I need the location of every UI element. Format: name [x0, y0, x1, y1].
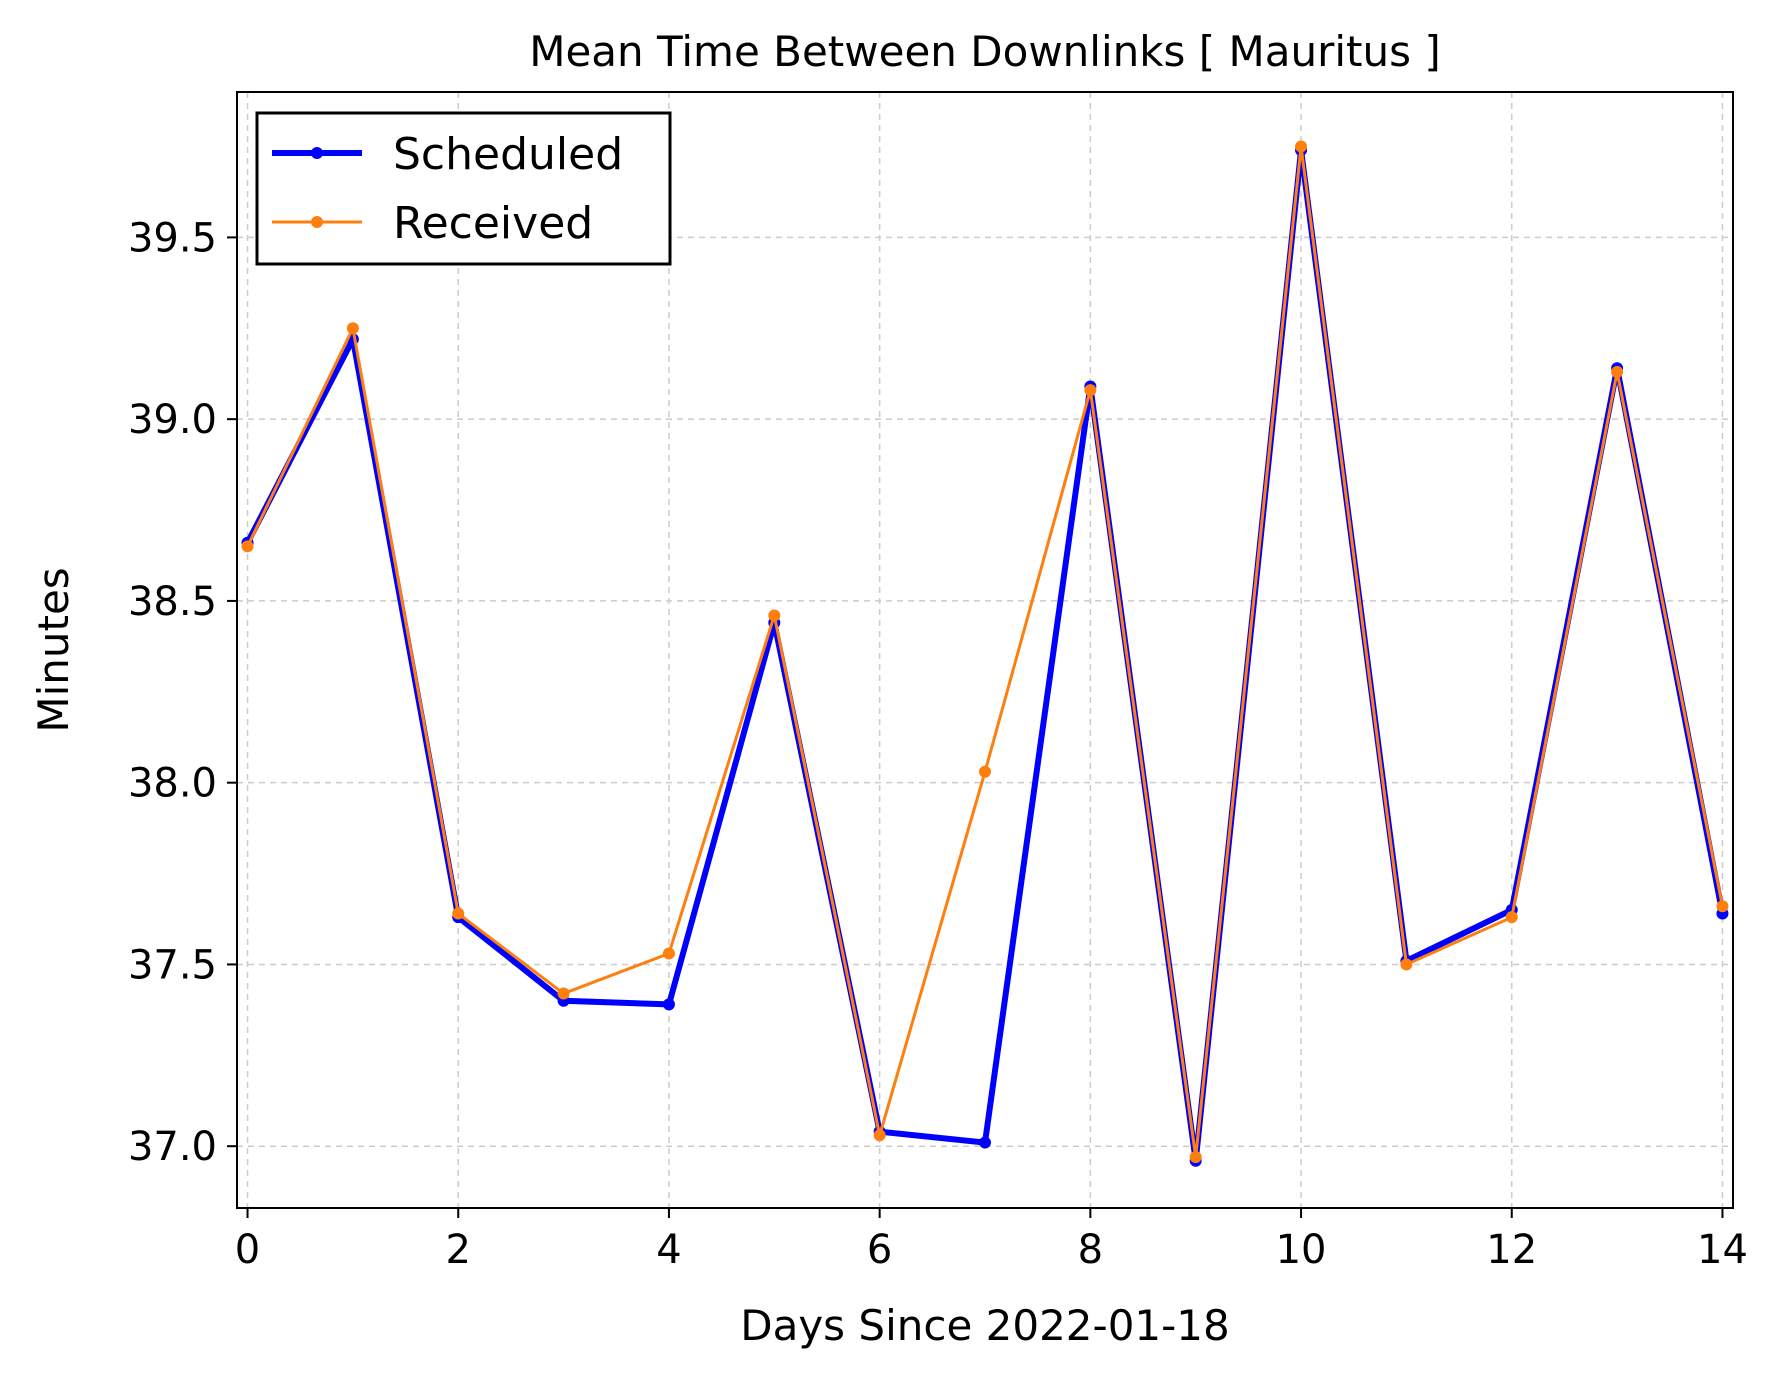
data-point-received	[346, 322, 359, 335]
x-tick-label: 14	[1697, 1227, 1748, 1273]
y-axis-label: Minutes	[29, 567, 78, 732]
x-tick-label: 10	[1276, 1227, 1327, 1273]
data-point-received	[1505, 911, 1518, 924]
x-axis-label: Days Since 2022-01-18	[740, 1301, 1229, 1350]
data-point-received	[1084, 384, 1097, 397]
data-point-scheduled	[662, 998, 675, 1011]
axis-ticks: 0 2 4 6 8 10 12 14 37.0 37.5 38.0 38.5 39.0 39.5	[128, 215, 1748, 1273]
legend-received-label: Received	[393, 198, 593, 249]
data-point-received	[1611, 365, 1624, 378]
y-tick-label: 38.0	[128, 761, 217, 807]
x-tick-label: 2	[446, 1227, 471, 1273]
x-tick-label: 6	[867, 1227, 892, 1273]
legend-box	[255, 111, 672, 266]
data-point-received	[1295, 140, 1308, 153]
chart-title: Mean Time Between Downlinks [ Mauritus ]	[529, 27, 1441, 76]
y-tick-label: 39.5	[128, 215, 217, 261]
series-lines	[241, 140, 1729, 1167]
data-point-received	[1189, 1151, 1202, 1164]
y-tick-label: 38.5	[128, 579, 217, 625]
data-point-received	[662, 947, 675, 960]
y-tick-label: 37.5	[128, 942, 217, 988]
legend: Scheduled Received	[255, 111, 672, 266]
y-tick-label: 39.0	[128, 397, 217, 443]
data-point-received	[557, 987, 570, 1000]
plot-frame	[236, 91, 1734, 1209]
legend-scheduled-label: Scheduled	[393, 129, 623, 180]
legend-scheduled-marker	[311, 147, 323, 159]
x-tick-label: 4	[656, 1227, 681, 1273]
data-point-received	[873, 1129, 886, 1142]
x-tick-label: 12	[1486, 1227, 1537, 1273]
data-point-received	[979, 765, 991, 778]
legend-received-marker	[311, 216, 323, 228]
grid-lines	[237, 92, 1733, 1208]
x-tick-label: 8	[1078, 1227, 1103, 1273]
data-point-received	[768, 609, 781, 622]
y-tick-label: 37.0	[128, 1124, 217, 1170]
data-point-received	[452, 907, 465, 920]
data-point-scheduled	[979, 1136, 991, 1149]
data-point-received	[1400, 958, 1413, 971]
data-point-received	[241, 540, 254, 553]
data-point-received	[1716, 900, 1729, 913]
x-tick-label: 0	[235, 1227, 260, 1273]
plot-background	[237, 92, 1733, 1208]
